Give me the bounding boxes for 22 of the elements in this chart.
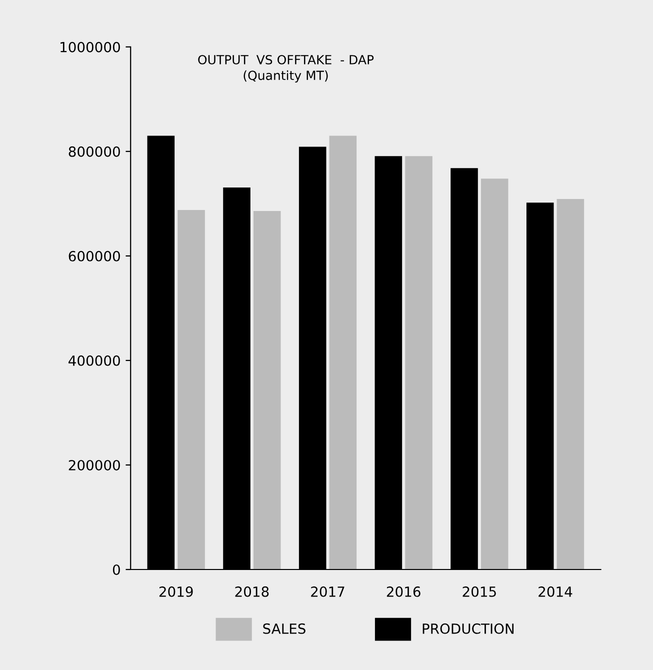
x-tick-label: 2018 bbox=[235, 586, 269, 597]
legend-label: PRODUCTION bbox=[422, 623, 514, 634]
text: (Quantity MT) bbox=[244, 70, 328, 83]
bar bbox=[253, 210, 281, 570]
text: OUTPUT VS OFFTAKE - DAP bbox=[198, 54, 374, 64]
y-tick-label: 400000 bbox=[68, 355, 120, 366]
x-tick-label: 2014 bbox=[538, 586, 572, 597]
bar bbox=[329, 136, 357, 570]
bar bbox=[480, 178, 508, 570]
bar bbox=[178, 210, 205, 570]
legend-label: SALES bbox=[263, 623, 306, 634]
x-tick-label: 2016 bbox=[386, 586, 420, 597]
y-tick-label: 0 bbox=[112, 564, 120, 575]
y-tick-label: 600000 bbox=[68, 250, 120, 262]
bar bbox=[405, 156, 432, 570]
y-tick-label: 200000 bbox=[68, 460, 120, 470]
x-tick-label: 2015 bbox=[462, 586, 496, 597]
y-tick-label: 800000 bbox=[68, 146, 120, 157]
x-tick-label: 2017 bbox=[311, 586, 344, 597]
bar bbox=[556, 198, 584, 570]
y-tick-label: 1000000 bbox=[60, 42, 120, 52]
x-tick-label: 2019 bbox=[159, 586, 193, 597]
